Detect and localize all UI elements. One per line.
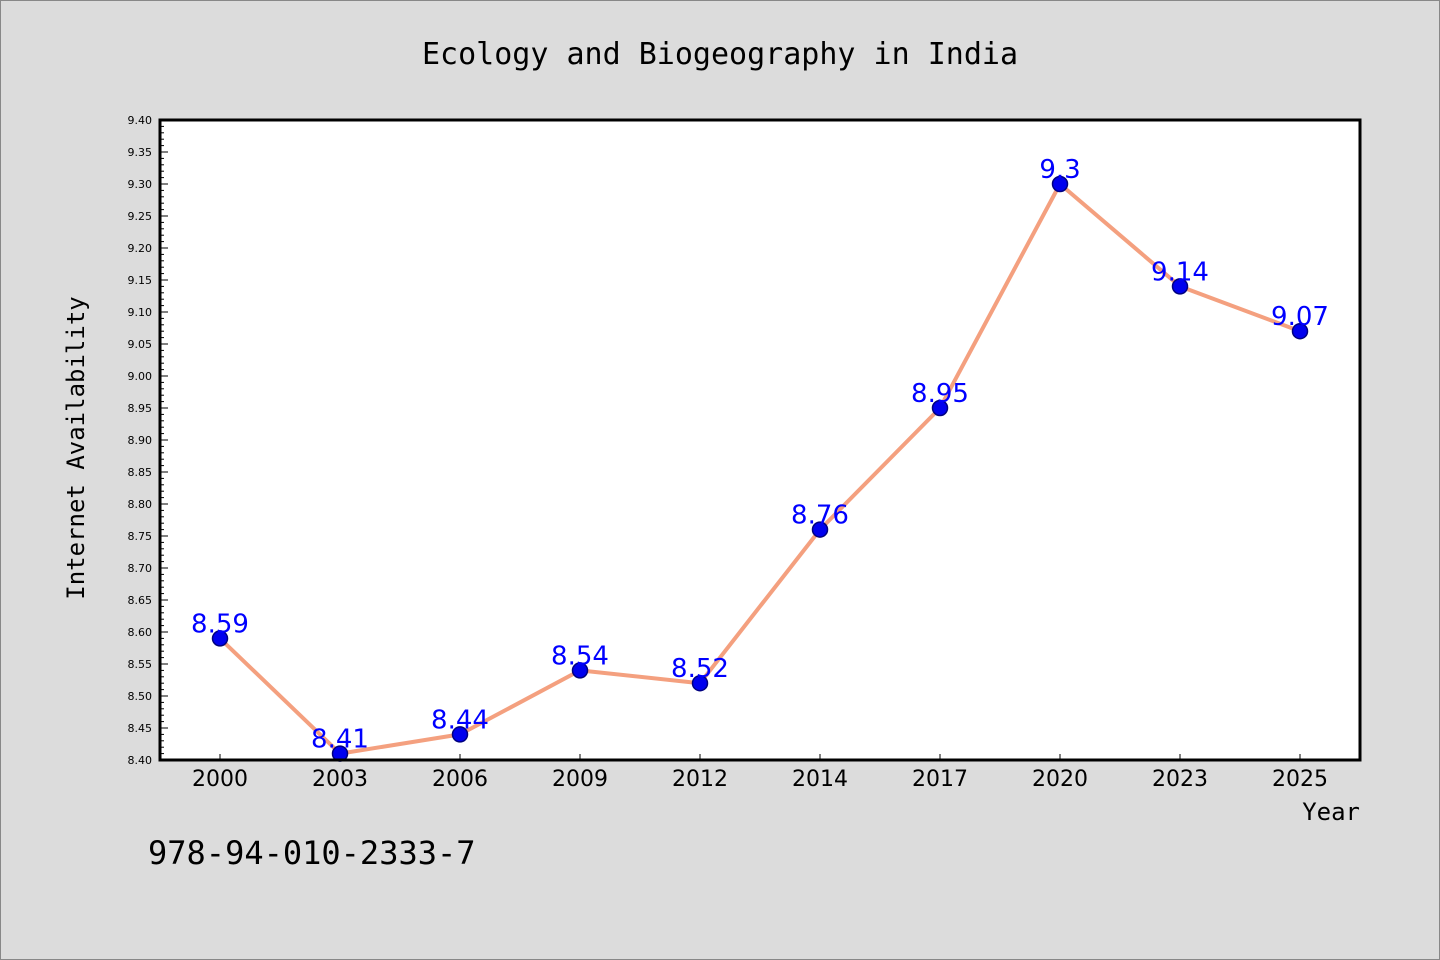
plot-area	[160, 120, 1360, 760]
data-label: 8.54	[551, 641, 609, 671]
data-label: 9.07	[1271, 302, 1329, 332]
y-tick-label: 8.60	[128, 626, 153, 639]
y-tick-label: 9.20	[128, 242, 153, 255]
y-tick-label: 8.50	[128, 690, 153, 703]
data-point	[691, 674, 709, 692]
y-tick-label: 8.45	[128, 722, 153, 735]
x-tick-label: 2000	[192, 767, 248, 792]
x-tick-label: 2009	[552, 767, 608, 792]
y-tick-label: 9.30	[128, 178, 153, 191]
x-tick-label: 2014	[792, 767, 848, 792]
data-point	[1291, 322, 1309, 340]
series-line	[218, 182, 1301, 756]
series-group: 8.59 8.41 8.44 8.54 8.52 8.76 8.95 9.3 9.14 9.07	[191, 155, 1329, 762]
data-point	[931, 399, 949, 417]
y-tick-label: 9.05	[128, 338, 153, 351]
data-point	[1051, 175, 1069, 193]
data-label: 8.76	[791, 501, 849, 531]
x-axis-ticks: 2000 2003 2006 2009 2012 2014 2017 2020 2023 2025	[192, 754, 1328, 792]
y-axis-ticks: 8.40 8.45 8.50 8.55 8.60 8.65 8.70 8.75 8.80 8.85…	[128, 114, 168, 767]
data-label: 8.59	[191, 609, 249, 639]
data-point	[1171, 278, 1189, 295]
y-axis-label: Internet Availability	[62, 296, 90, 599]
x-axis-label: Year	[1302, 798, 1360, 826]
plot-frame	[158, 118, 1362, 762]
data-label: 8.95	[911, 379, 969, 409]
y-tick-label: 8.95	[128, 402, 153, 415]
data-point	[811, 521, 829, 538]
x-tick-label: 2003	[312, 767, 368, 792]
y-tick-label: 9.00	[128, 370, 153, 383]
y-tick-label: 9.15	[128, 274, 153, 287]
x-tick-label: 2017	[912, 767, 968, 792]
data-label: 8.44	[431, 705, 489, 735]
data-point	[211, 630, 229, 647]
x-tick-label: 2006	[432, 767, 488, 792]
y-tick-label: 9.40	[128, 114, 153, 127]
x-tick-label: 2012	[672, 767, 728, 792]
x-tick-label: 2020	[1032, 767, 1088, 792]
data-label: 8.41	[311, 725, 369, 755]
y-tick-label: 8.70	[128, 562, 153, 575]
y-tick-label: 8.85	[128, 466, 153, 479]
y-tick-label: 8.40	[128, 754, 153, 767]
y-tick-label: 8.75	[128, 530, 153, 543]
chart-title: Ecology and Biogeography in India	[422, 37, 1018, 72]
y-tick-label: 8.80	[128, 498, 153, 511]
data-point	[451, 726, 469, 743]
data-label: 8.52	[671, 654, 729, 684]
y-tick-label: 8.65	[128, 594, 153, 607]
x-tick-label: 2025	[1272, 767, 1328, 792]
x-tick-label: 2023	[1152, 767, 1208, 792]
data-point	[571, 662, 589, 679]
data-label: 9.3	[1039, 155, 1080, 185]
y-tick-label: 8.55	[128, 658, 153, 671]
y-tick-label: 9.10	[128, 306, 153, 319]
y-tick-label: 9.35	[128, 146, 153, 159]
data-label: 9.14	[1151, 257, 1209, 287]
y-tick-label: 8.90	[128, 434, 153, 447]
y-tick-label: 9.25	[128, 210, 153, 223]
isbn-text: 978-94-010-2333-7	[148, 834, 476, 872]
